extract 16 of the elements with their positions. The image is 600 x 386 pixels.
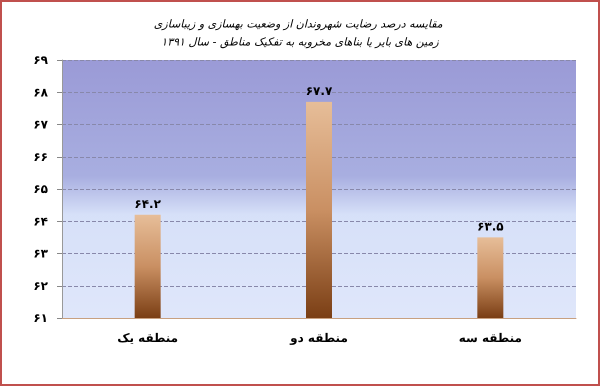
y-tick-label: ۶۱ [33, 311, 48, 325]
y-tick-label: ۶۷ [33, 118, 49, 132]
x-tick-label: منطقه سه [458, 331, 522, 345]
y-tick-label: ۶۲ [33, 278, 49, 293]
chart-title: مقایسه درصد رضایت شهروندان از وضعیت بهسازی و زیباسازی زمین های بایر یا بناهای مخروبه به تفکیک مناطق - سال ۱۳۹۱ [154, 18, 446, 48]
y-tick-label: ۶۳ [33, 246, 49, 260]
data-label: ۶۴.۲ [134, 196, 162, 211]
y-tick-label: ۶۹ [33, 53, 49, 67]
data-label: ۶۷.۷ [306, 84, 333, 98]
data-label: ۶۳.۵ [477, 219, 504, 234]
y-tick-label: ۶۸ [33, 85, 49, 100]
x-tick-label: منطقه دو [289, 331, 348, 345]
y-tick-label: ۶۴ [33, 214, 48, 228]
y-tick-label: ۶۶ [33, 150, 48, 164]
y-tick-label: ۶۵ [33, 182, 48, 196]
x-tick-label: منطقه یک [117, 331, 178, 345]
